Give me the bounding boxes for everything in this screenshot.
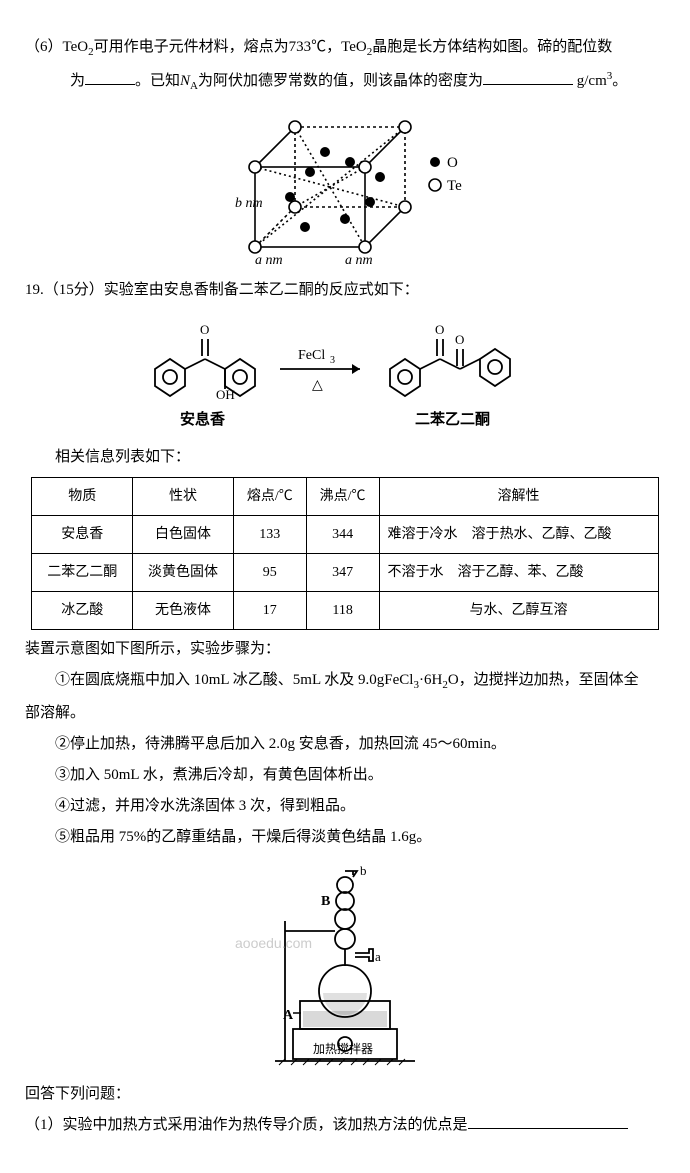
reaction-svg: O OH 安息香 FeCl 3 △ O O 二苯乙二酮 <box>130 314 560 434</box>
step2: ②停止加热，待沸腾平息后加入 2.0g 安息香，加热回流 45～60min。 <box>25 731 665 758</box>
step3: ③加入 50mL 水，煮沸后冷却，有黄色固体析出。 <box>25 762 665 789</box>
o3: O <box>455 332 464 347</box>
q6-t6: 为阿伏加德罗常数的值，则该晶体的密度为 <box>198 73 483 89</box>
q6-t2: 可用作电子元件材料，熔点为733℃，TeO <box>94 39 367 55</box>
th-4: 溶解性 <box>379 477 658 515</box>
delta: △ <box>312 378 323 393</box>
a-label1: a nm <box>255 253 283 267</box>
apparatus-svg: b B a A 加热搅拌器 <box>245 861 445 1071</box>
heater-label: 加热搅拌器 <box>313 1041 373 1056</box>
steps-intro: 装置示意图如下图所示，实验步骤为： <box>25 636 665 663</box>
label-a: a <box>375 949 381 964</box>
q19-heading: 19.（15分）实验室由安息香制备二苯乙二酮的反应式如下： <box>25 277 665 304</box>
crystal-diagram: b nm a nm a nm O Te <box>25 107 665 267</box>
table-caption: 相关信息列表如下： <box>25 444 665 471</box>
q6-line1: （6）TeO2可用作电子元件材料，熔点为733℃，TeO2晶胞是长方体结构如图。… <box>25 34 665 63</box>
label-A: A <box>283 1008 294 1023</box>
q6-blank2 <box>483 69 573 85</box>
step1: ①在圆底烧瓶中加入 10mL 冰乙酸、5mL 水及 9.0gFeCl3·6H2O… <box>25 667 665 696</box>
benzoin-label: 安息香 <box>180 410 225 428</box>
q6-t4: 为 <box>70 73 85 89</box>
o1: O <box>200 322 209 337</box>
th-1: 性状 <box>133 477 234 515</box>
reagent: FeCl <box>298 348 325 363</box>
reaction-scheme: O OH 安息香 FeCl 3 △ O O 二苯乙二酮 <box>25 314 665 434</box>
crystal-svg: b nm a nm a nm O Te <box>195 107 495 267</box>
legend-o: O <box>447 155 458 171</box>
a-label2: a nm <box>345 253 373 267</box>
watermark: aooedu.com <box>235 931 312 956</box>
followup-prompt: 回答下列问题： <box>25 1081 665 1108</box>
o2: O <box>435 322 444 337</box>
followup-q1: （1）实验中加热方式采用油作为热传导介质，该加热方法的优点是 <box>25 1112 665 1139</box>
q6-blank1 <box>85 69 135 85</box>
th-0: 物质 <box>32 477 133 515</box>
q6-t3: 晶胞是长方体结构如图。碲的配位数 <box>372 39 612 55</box>
table-row: 二苯乙二酮 淡黄色固体 95 347 不溶于水 溶于乙醇、苯、乙酸 <box>32 553 658 591</box>
q6-t5: 。已知 <box>135 73 180 89</box>
step5: ⑤粗品用 75%的乙醇重结晶，干燥后得淡黄色结晶 1.6g。 <box>25 824 665 851</box>
n-var: N <box>180 73 190 89</box>
q6-line2: 为。已知NA为阿伏加德罗常数的值，则该晶体的密度为 g/cm3。 <box>25 67 665 97</box>
label-b: b <box>360 863 367 878</box>
b-label: b nm <box>235 196 263 211</box>
oh: OH <box>216 387 235 402</box>
th-2: 熔点/℃ <box>233 477 306 515</box>
apparatus-diagram: aooedu.com b B a A 加热搅拌器 <box>25 861 665 1071</box>
q6-unit: g/cm <box>577 73 607 89</box>
table-row: 冰乙酸 无色液体 17 118 与水、乙醇互溶 <box>32 592 658 630</box>
step4: ④过滤，并用冷水洗涤固体 3 次，得到粗品。 <box>25 793 665 820</box>
q1-blank <box>468 1113 628 1129</box>
reagent-sub: 3 <box>330 355 335 366</box>
q6-period: 。 <box>612 73 627 89</box>
table-row: 安息香 白色固体 133 344 难溶于冷水 溶于热水、乙醇、乙酸 <box>32 515 658 553</box>
legend-te: Te <box>447 178 462 194</box>
q6-t1: （6）TeO <box>25 39 88 55</box>
step1b: 部溶解。 <box>25 700 665 727</box>
label-B: B <box>321 894 330 909</box>
table-header-row: 物质 性状 熔点/℃ 沸点/℃ 溶解性 <box>32 477 658 515</box>
diketone-label: 二苯乙二酮 <box>415 410 490 428</box>
th-3: 沸点/℃ <box>306 477 379 515</box>
n-sub: A <box>190 80 198 92</box>
properties-table: 物质 性状 熔点/℃ 沸点/℃ 溶解性 安息香 白色固体 133 344 难溶于… <box>31 477 658 631</box>
